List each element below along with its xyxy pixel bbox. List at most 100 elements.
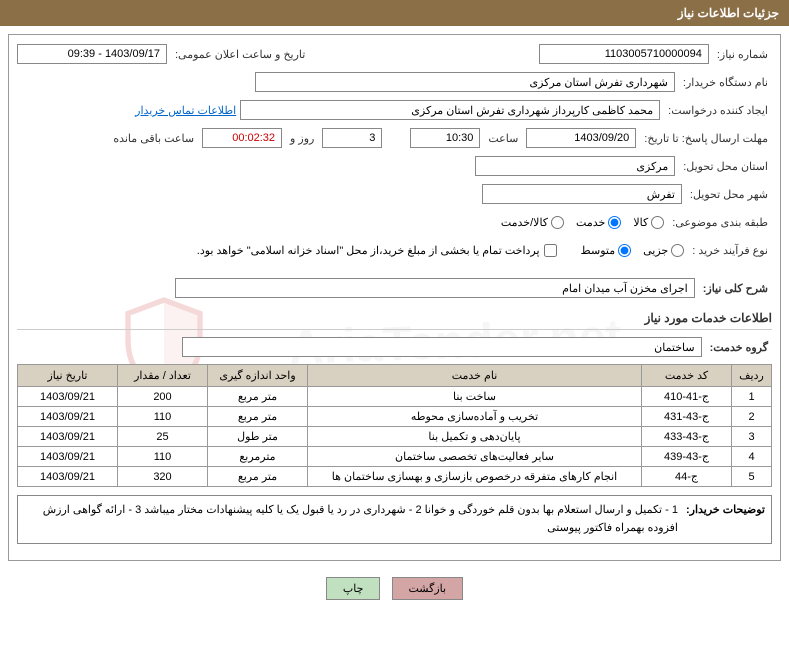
table-cell: 1403/09/21 [18, 467, 118, 487]
buyer-org-label: نام دستگاه خریدار: [679, 76, 772, 89]
page-container: جزئیات اطلاعات نیاز AriaTender.net شماره… [0, 0, 789, 608]
time-label: ساعت [484, 132, 522, 145]
description-label: شرح کلی نیاز: [699, 282, 772, 295]
announce-label: تاریخ و ساعت اعلان عمومی: [171, 48, 309, 61]
service-group-field: ساختمان [182, 337, 702, 357]
treasury-checkbox-input[interactable] [544, 244, 557, 257]
row-purchase-type: نوع فرآیند خرید : جزیی متوسط پرداخت تمام… [17, 239, 772, 261]
buyer-notes-box: توضیحات خریدار: 1 - تکمیل و ارسال استعلا… [17, 495, 772, 544]
th-qty: تعداد / مقدار [118, 365, 208, 387]
countdown-field: 00:02:32 [202, 128, 282, 148]
table-cell: 320 [118, 467, 208, 487]
th-date: تاریخ نیاز [18, 365, 118, 387]
deadline-label: مهلت ارسال پاسخ: تا تاریخ: [640, 132, 772, 145]
radio-goods-label: کالا [633, 216, 648, 229]
buyer-org-field: شهرداری تفرش استان مرکزی [255, 72, 675, 92]
radio-medium-label: متوسط [581, 244, 616, 257]
purchase-radio-group: جزیی متوسط [581, 244, 685, 257]
need-no-field: 1103005710000094 [539, 44, 709, 64]
table-cell: سایر فعالیت‌های تخصصی ساختمان [308, 447, 642, 467]
table-cell: ج-43-433 [642, 427, 732, 447]
table-body: 1ج-41-410ساخت بنامتر مربع2001403/09/212ج… [18, 387, 772, 487]
table-cell: 25 [118, 427, 208, 447]
radio-goods-service[interactable]: کالا/خدمت [501, 216, 564, 229]
table-row: 4ج-43-439سایر فعالیت‌های تخصصی ساختمانمت… [18, 447, 772, 467]
days-field: 3 [322, 128, 382, 148]
row-description: شرح کلی نیاز: اجرای مخزن آب میدان امام [17, 277, 772, 299]
radio-goods-service-label: کالا/خدمت [501, 216, 548, 229]
description-field: اجرای مخزن آب میدان امام [175, 278, 695, 298]
radio-medium[interactable]: متوسط [581, 244, 632, 257]
buyer-notes-text: 1 - تکمیل و ارسال استعلام بها بدون قلم خ… [24, 502, 678, 537]
announce-field: 1403/09/17 - 09:39 [17, 44, 167, 64]
table-cell: 4 [732, 447, 772, 467]
table-cell: پایان‌دهی و تکمیل بنا [308, 427, 642, 447]
table-cell: 1403/09/21 [18, 427, 118, 447]
table-row: 1ج-41-410ساخت بنامتر مربع2001403/09/21 [18, 387, 772, 407]
back-button[interactable]: بازگشت [392, 577, 464, 600]
row-service-group: گروه خدمت: ساختمان [17, 336, 772, 358]
th-unit: واحد اندازه گیری [208, 365, 308, 387]
table-cell: مترمربع [208, 447, 308, 467]
radio-minor[interactable]: جزیی [643, 244, 684, 257]
row-requester: ایجاد کننده درخواست: محمد کاظمی کارپرداز… [17, 99, 772, 121]
radio-goods-service-input[interactable] [551, 216, 564, 229]
purchase-type-label: نوع فرآیند خرید : [688, 244, 772, 257]
panel-content: AriaTender.net شماره نیاز: 1103005710000… [8, 34, 781, 561]
panel-header: جزئیات اطلاعات نیاز [0, 0, 789, 26]
table-cell: ج-43-439 [642, 447, 732, 467]
panel-title: جزئیات اطلاعات نیاز [678, 6, 779, 20]
city-field: تفرش [482, 184, 682, 204]
table-cell: 1 [732, 387, 772, 407]
table-header-row: ردیف کد خدمت نام خدمت واحد اندازه گیری ت… [18, 365, 772, 387]
table-cell: 5 [732, 467, 772, 487]
radio-minor-label: جزیی [643, 244, 668, 257]
services-section-title: اطلاعات خدمات مورد نیاز [17, 307, 772, 330]
table-cell: 1403/09/21 [18, 447, 118, 467]
table-cell: 110 [118, 407, 208, 427]
radio-goods[interactable]: کالا [633, 216, 664, 229]
table-cell: 1403/09/21 [18, 407, 118, 427]
table-cell: ج-41-410 [642, 387, 732, 407]
buyer-notes-label: توضیحات خریدار: [678, 502, 765, 537]
table-cell: ج-44 [642, 467, 732, 487]
table-cell: 2 [732, 407, 772, 427]
row-province: استان محل تحویل: مرکزی [17, 155, 772, 177]
table-cell: 1403/09/21 [18, 387, 118, 407]
treasury-checkbox[interactable]: پرداخت تمام یا بخشی از مبلغ خرید،از محل … [197, 244, 557, 257]
remain-label: ساعت باقی مانده [109, 132, 198, 145]
province-label: استان محل تحویل: [679, 160, 772, 173]
th-row: ردیف [732, 365, 772, 387]
table-row: 2ج-43-431تخریب و آماده‌سازی محوطهمتر مرب… [18, 407, 772, 427]
row-deadline: مهلت ارسال پاسخ: تا تاریخ: 1403/09/20 سا… [17, 127, 772, 149]
radio-service[interactable]: خدمت [576, 216, 621, 229]
need-no-label: شماره نیاز: [713, 48, 772, 61]
subject-radio-group: کالا خدمت کالا/خدمت [501, 216, 664, 229]
table-cell: متر مربع [208, 467, 308, 487]
table-cell: 110 [118, 447, 208, 467]
button-row: بازگشت چاپ [0, 569, 789, 608]
row-need-no: شماره نیاز: 1103005710000094 تاریخ و ساع… [17, 43, 772, 65]
service-group-label: گروه خدمت: [706, 341, 772, 354]
th-code: کد خدمت [642, 365, 732, 387]
services-table: ردیف کد خدمت نام خدمت واحد اندازه گیری ت… [17, 364, 772, 487]
subject-class-label: طبقه بندی موضوعی: [668, 216, 772, 229]
days-and-label: روز و [286, 132, 318, 145]
table-cell: انجام کارهای متفرقه درخصوص بازسازی و بهس… [308, 467, 642, 487]
table-cell: 3 [732, 427, 772, 447]
radio-service-input[interactable] [608, 216, 621, 229]
print-button[interactable]: چاپ [326, 577, 381, 600]
radio-medium-input[interactable] [618, 244, 631, 257]
province-field: مرکزی [475, 156, 675, 176]
row-subject-class: طبقه بندی موضوعی: کالا خدمت کالا/خدمت [17, 211, 772, 233]
requester-field: محمد کاظمی کارپرداز شهرداری تفرش استان م… [240, 100, 660, 120]
radio-goods-input[interactable] [651, 216, 664, 229]
contact-link[interactable]: اطلاعات تماس خریدار [135, 104, 236, 117]
table-row: 5ج-44انجام کارهای متفرقه درخصوص بازسازی … [18, 467, 772, 487]
table-cell: تخریب و آماده‌سازی محوطه [308, 407, 642, 427]
table-cell: متر مربع [208, 387, 308, 407]
row-city: شهر محل تحویل: تفرش [17, 183, 772, 205]
table-cell: متر طول [208, 427, 308, 447]
row-buyer-org: نام دستگاه خریدار: شهرداری تفرش استان مر… [17, 71, 772, 93]
radio-minor-input[interactable] [671, 244, 684, 257]
